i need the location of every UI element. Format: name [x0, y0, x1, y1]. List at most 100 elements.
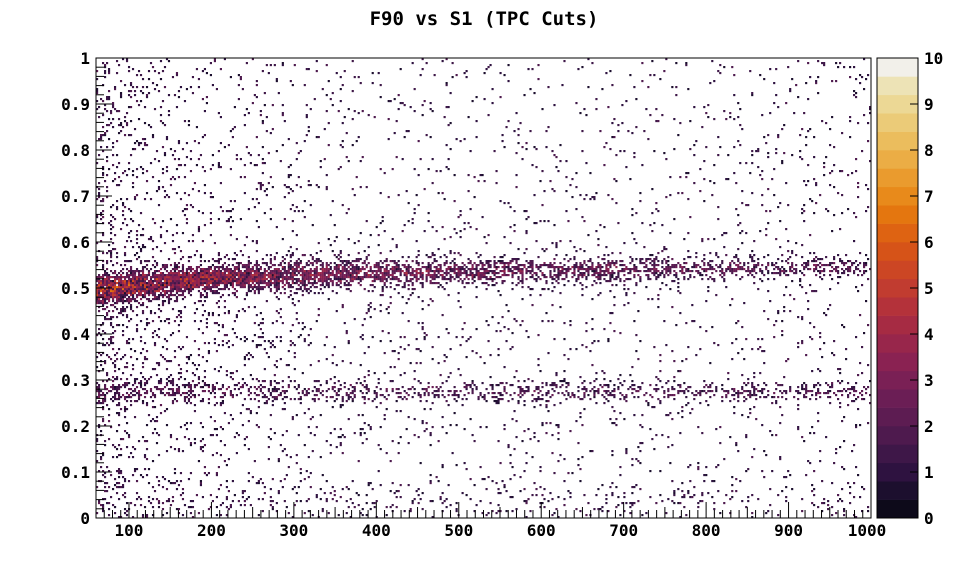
heatmap-cell: [507, 274, 510, 277]
heatmap-cell: [401, 256, 404, 259]
heatmap-cell: [99, 334, 103, 337]
heatmap-cell: [503, 424, 506, 427]
heatmap-cell: [133, 504, 137, 507]
heatmap-cell: [331, 282, 334, 285]
heatmap-cell: [193, 284, 197, 287]
heatmap-cell: [105, 280, 109, 283]
heatmap-cell: [131, 174, 135, 177]
heatmap-cell: [105, 98, 109, 101]
heatmap-cell: [415, 348, 418, 351]
heatmap-cell: [389, 260, 392, 263]
heatmap-cell: [247, 306, 250, 309]
heatmap-cell: [133, 278, 137, 281]
heatmap-cell: [149, 396, 153, 399]
heatmap-cell: [483, 264, 486, 267]
heatmap-cell: [459, 306, 462, 309]
heatmap-cell: [423, 336, 426, 339]
heatmap-cell: [493, 284, 496, 287]
heatmap-cell: [463, 394, 466, 397]
heatmap-cell: [98, 500, 101, 503]
heatmap-cell: [455, 232, 458, 235]
heatmap-cell: [345, 262, 348, 265]
heatmap-cell: [245, 268, 248, 271]
heatmap-cell: [147, 288, 151, 291]
heatmap-cell: [277, 270, 280, 273]
heatmap-cell: [153, 428, 157, 431]
heatmap-cell: [113, 330, 117, 333]
heatmap-cell: [157, 336, 161, 339]
heatmap-cell: [345, 280, 348, 283]
heatmap-cell: [355, 382, 358, 385]
heatmap-cell: [303, 278, 306, 281]
heatmap-cell: [177, 512, 181, 515]
heatmap-cell: [299, 396, 302, 399]
heatmap-cell: [101, 62, 105, 65]
heatmap-cell: [481, 266, 484, 269]
heatmap-cell: [395, 244, 398, 247]
heatmap-cell: [415, 270, 418, 273]
heatmap-cell: [463, 228, 466, 231]
heatmap-cell: [261, 322, 264, 325]
heatmap-cell: [111, 154, 115, 157]
heatmap-cell: [413, 276, 416, 279]
heatmap-cell: [375, 406, 378, 409]
heatmap-cell: [399, 396, 402, 399]
heatmap-cell: [137, 142, 141, 145]
heatmap-cell: [331, 388, 334, 391]
heatmap-cell: [271, 340, 274, 343]
heatmap-cell: [103, 394, 107, 397]
heatmap-cell: [279, 336, 282, 339]
heatmap-cell: [243, 444, 246, 447]
heatmap-cell: [101, 344, 105, 347]
heatmap-cell: [185, 282, 189, 285]
heatmap-cell: [451, 62, 454, 65]
heatmap-cell: [395, 278, 398, 281]
heatmap-cell: [339, 278, 342, 281]
heatmap-cell: [249, 354, 252, 357]
heatmap-cell: [129, 374, 133, 377]
heatmap-cell: [237, 268, 240, 271]
heatmap-cell: [359, 82, 362, 85]
heatmap-cell: [499, 462, 502, 465]
heatmap-cell: [369, 234, 372, 237]
heatmap-cell: [309, 276, 312, 279]
heatmap-cell: [181, 264, 185, 267]
heatmap-cell: [369, 306, 372, 309]
heatmap-cell: [433, 266, 436, 269]
heatmap-cell: [297, 266, 300, 269]
heatmap-cell: [101, 300, 105, 303]
heatmap-cell: [151, 320, 155, 323]
heatmap-cell: [273, 386, 276, 389]
heatmap-cell: [109, 296, 113, 299]
heatmap-cell: [265, 254, 268, 257]
heatmap-cell: [391, 278, 394, 281]
heatmap-cell: [139, 234, 143, 237]
heatmap-cell: [177, 386, 181, 389]
heatmap-cell: [96, 92, 99, 95]
heatmap-cell: [339, 272, 342, 275]
heatmap-cell: [269, 394, 272, 397]
heatmap-cell: [115, 300, 119, 303]
heatmap-cell: [173, 294, 177, 297]
heatmap-cell: [513, 392, 516, 395]
heatmap-cell: [461, 492, 464, 495]
heatmap-cell: [177, 392, 181, 395]
heatmap-cell: [141, 514, 145, 517]
heatmap-cell: [171, 388, 175, 391]
heatmap-cell: [417, 296, 420, 299]
heatmap-cell: [171, 482, 175, 485]
heatmap-cell: [103, 318, 107, 321]
heatmap-cell: [255, 242, 258, 245]
heatmap-cell: [355, 274, 358, 277]
heatmap-cell: [333, 490, 336, 493]
heatmap-cell: [273, 264, 276, 267]
heatmap-cell: [101, 266, 105, 269]
heatmap-cell: [493, 266, 496, 269]
heatmap-cell: [159, 286, 163, 289]
heatmap-cell: [239, 412, 242, 415]
heatmap-cell: [309, 108, 312, 111]
heatmap-cell: [343, 266, 346, 269]
heatmap-cell: [135, 176, 139, 179]
heatmap-cell: [235, 384, 238, 387]
